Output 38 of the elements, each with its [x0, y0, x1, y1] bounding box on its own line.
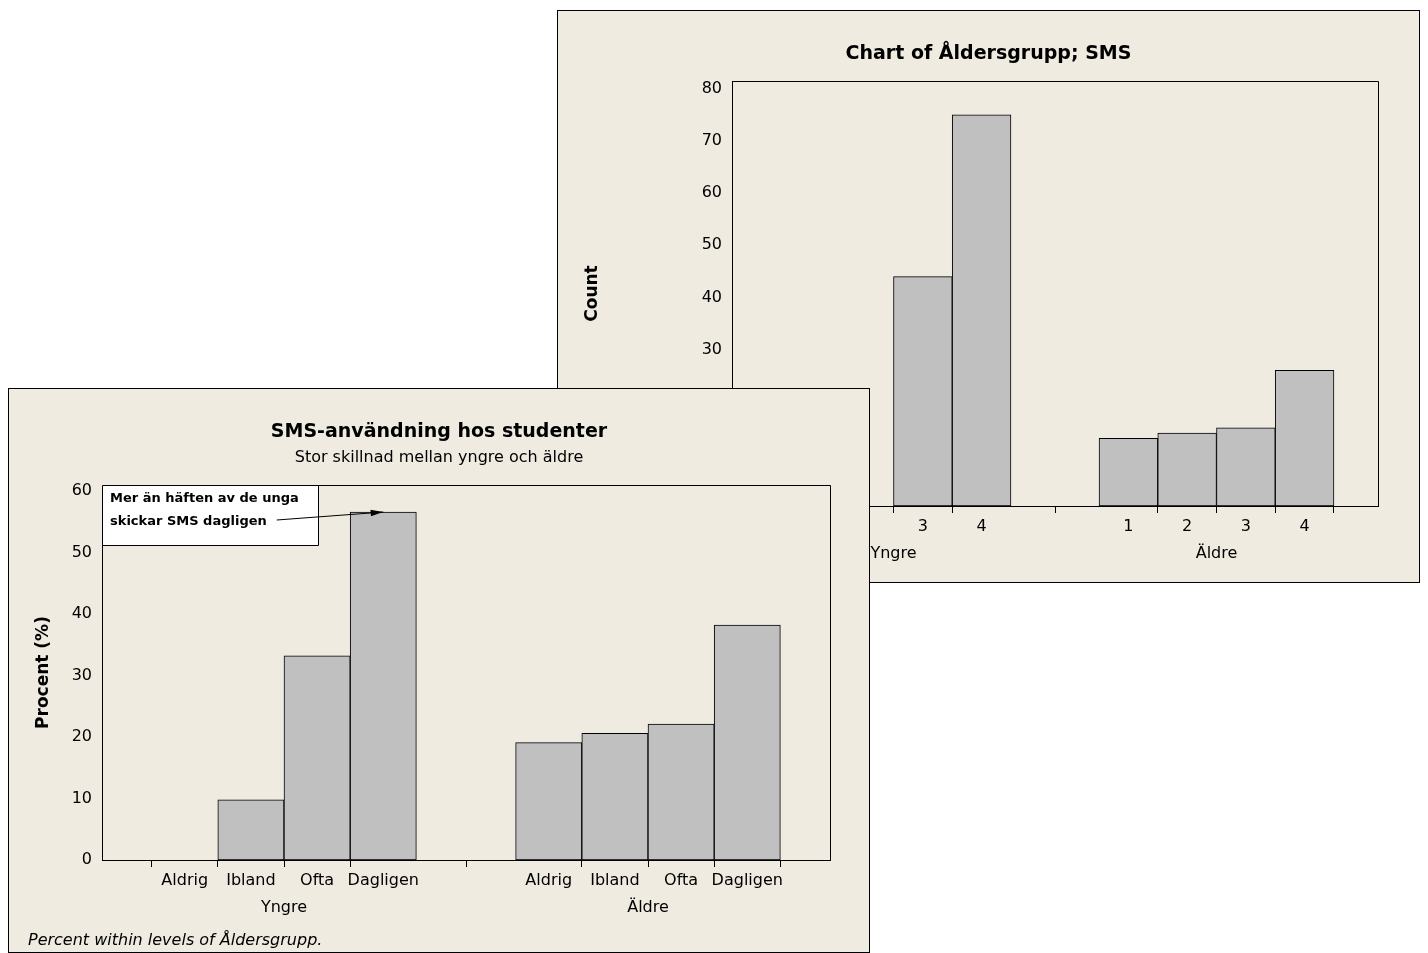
text: Äldre	[1195, 543, 1238, 563]
x-tick-label: Ibland	[590, 869, 640, 889]
x-tick-label: 1	[1123, 515, 1134, 535]
x-tick-label: 3	[1240, 515, 1251, 535]
x-tick-label: Ibland	[226, 869, 276, 889]
text: Yngre	[869, 543, 917, 563]
y-tick-label: 60	[701, 182, 722, 202]
text: Percent within levels of Åldersgrupp.	[28, 930, 323, 950]
y-tick-label: 30	[701, 338, 722, 358]
x-tick-label: 3	[917, 515, 928, 535]
chart-title: SMS-användning hos studenter	[270, 418, 608, 441]
chart-subtitle: Stor skillnad mellan yngre och äldre	[294, 447, 584, 467]
y-tick-label: 20	[71, 726, 92, 746]
x-tick-label: Dagligen	[711, 869, 783, 889]
y-tick-label: 40	[701, 286, 722, 306]
chart-title: Chart of Åldersgrupp; SMS	[845, 39, 1132, 63]
x-tick-label: Ofta	[664, 869, 699, 889]
y-tick-label: 60	[71, 480, 92, 500]
x-tick-label: Aldrig	[161, 869, 209, 889]
y-axis-title: Count	[580, 265, 601, 322]
annotation: Mer än häften av de unga skickar SMS dagligen	[110, 490, 299, 529]
y-tick-label: 50	[71, 541, 92, 561]
y-tick-label: 30	[71, 664, 92, 684]
y-tick-label: 40	[71, 603, 92, 623]
y-tick-label: 50	[701, 234, 722, 254]
y-tick-label: 70	[701, 130, 722, 150]
x-tick-label: 4	[976, 515, 987, 535]
x-tick-label: 4	[1299, 515, 1310, 535]
text: Äldre	[627, 897, 669, 917]
x-tick-label: Dagligen	[347, 869, 419, 889]
x-tick-label: Ofta	[300, 869, 335, 889]
y-tick-label: 80	[701, 77, 722, 97]
y-axis-title: Procent (%)	[31, 616, 52, 729]
y-tick-label: 0	[81, 849, 92, 869]
x-tick-label: 2	[1182, 515, 1193, 535]
text: Yngre	[259, 897, 308, 917]
x-tick-label: Aldrig	[525, 869, 573, 889]
y-tick-label: 10	[71, 787, 92, 807]
